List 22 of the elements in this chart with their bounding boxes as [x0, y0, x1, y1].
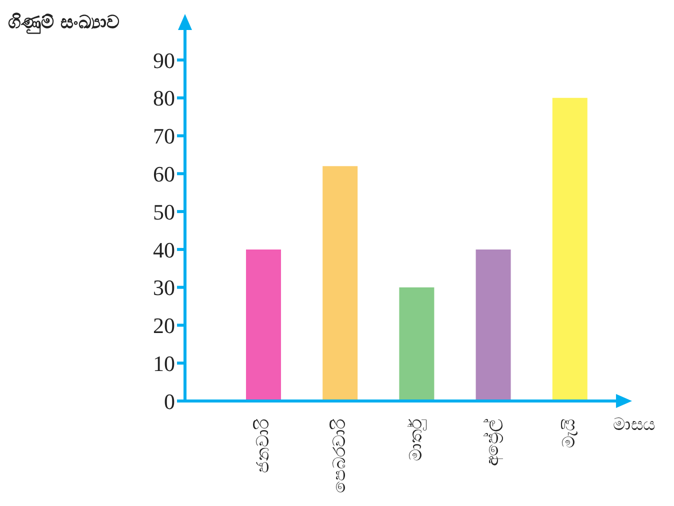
y-tick-label: 20 [153, 313, 175, 338]
y-tick-label: 40 [153, 237, 175, 262]
x-axis-title: මාසය [613, 415, 655, 435]
x-tick-label: පෙබරවාරි [330, 418, 350, 493]
y-tick-label: 70 [153, 124, 175, 149]
x-tick-label: මැයි [560, 419, 580, 448]
y-tick-label: 0 [164, 388, 175, 414]
y-tick-label: 30 [153, 275, 175, 300]
x-tick-label: ජනවාරි [253, 418, 274, 473]
bar [476, 249, 511, 401]
y-tick-label: 50 [153, 199, 175, 224]
bar [399, 287, 434, 401]
y-tick-label: 80 [153, 86, 175, 111]
x-tick-label: මාර්තු [406, 418, 426, 461]
bar [552, 98, 588, 401]
x-tick-label: අප්‍රේල් [483, 419, 504, 466]
y-tick-label: 90 [153, 48, 175, 73]
bar [322, 166, 358, 401]
y-tick-label: 60 [153, 161, 175, 186]
bar [246, 249, 281, 401]
y-axis-title: ගිණුම් සංඛ්‍යාව [8, 12, 120, 33]
y-tick-label: 10 [153, 350, 175, 376]
